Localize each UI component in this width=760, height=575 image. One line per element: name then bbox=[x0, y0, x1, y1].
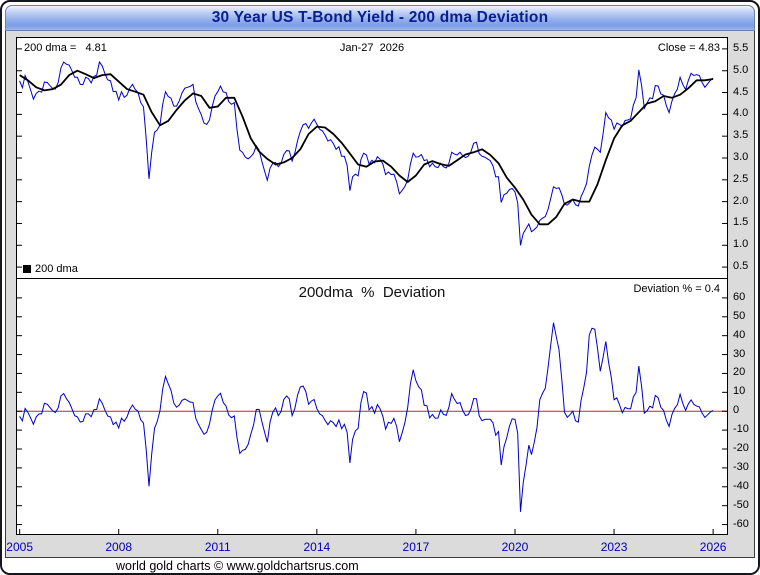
y-axis-tick-label: 3.0 bbox=[733, 151, 749, 163]
y-axis-tick-label: 50 bbox=[733, 309, 746, 322]
y-axis-tick-label: 5.5 bbox=[733, 41, 749, 54]
footer-credit: world gold charts © www.goldchartsrus.co… bbox=[116, 559, 359, 573]
x-axis-tick-label: 2005 bbox=[6, 540, 33, 554]
deviation-line bbox=[19, 322, 714, 512]
y-axis-tick-label: 0 bbox=[733, 404, 740, 417]
y-axis-tick-label: 5.0 bbox=[733, 63, 749, 76]
y-axis-tick-label: 30 bbox=[733, 347, 746, 360]
deviation-title: 200dma % Deviation bbox=[298, 284, 446, 301]
date-label: Jan-27 2026 bbox=[339, 42, 405, 54]
footer: world gold charts © www.goldchartsrus.co… bbox=[2, 558, 758, 573]
y-axis-tick-label: -10 bbox=[733, 423, 749, 436]
ma-value-label: 200 dma = 4.81 bbox=[24, 42, 107, 54]
y-axis-tick-label: 4.5 bbox=[733, 85, 749, 98]
y-axis-tick-label: -50 bbox=[733, 498, 749, 511]
y-axis-tick-label: 3.5 bbox=[733, 129, 749, 142]
chart-panel: 200 dma = 4.81 Jan-27 2026 Close = 4.83 … bbox=[5, 31, 755, 558]
x-axis-labels: 2005 2008 2011 2014 2017 2020 2023 2026 bbox=[6, 540, 756, 556]
x-axis-tick-label: 2026 bbox=[699, 540, 727, 554]
ma-line bbox=[19, 69, 714, 226]
close-value-label: Close = 4.83 bbox=[657, 42, 720, 54]
x-axis-tick-label: 2011 bbox=[204, 540, 231, 554]
y-axis-tick-label: 40 bbox=[733, 328, 746, 341]
y-axis-tick-label: -20 bbox=[733, 442, 749, 454]
deviation-chart-canvas bbox=[17, 297, 727, 534]
legend-200dma: 200 dma bbox=[23, 263, 78, 275]
y-axis-tick-label: 20 bbox=[733, 366, 746, 379]
legend-swatch-icon bbox=[23, 265, 31, 273]
deviation-plot: 200dma % Deviation Deviation % = 0.4 bbox=[16, 278, 728, 535]
y-axis-tick-label: 0.5 bbox=[733, 260, 749, 273]
x-axis-tick-label: 2023 bbox=[600, 540, 628, 554]
x-axis-tick-label: 2014 bbox=[303, 540, 331, 554]
title-bar: 30 Year US T-Bond Yield - 200 dma Deviat… bbox=[5, 5, 755, 31]
y-axis-tick-label: -30 bbox=[733, 460, 749, 473]
deviation-value-label: Deviation % = 0.4 bbox=[633, 283, 720, 295]
y-axis-tick-label: -40 bbox=[733, 479, 749, 492]
x-axis-tick-label: 2008 bbox=[105, 540, 133, 554]
yield-chart-canvas bbox=[17, 48, 727, 268]
x-axis-tick-label: 2017 bbox=[402, 540, 430, 554]
y-axis-tick-label: 1.5 bbox=[733, 216, 749, 229]
yield-line bbox=[19, 60, 714, 246]
x-axis-tick-label: 2020 bbox=[501, 540, 529, 554]
y-axis-tick-label: 1.0 bbox=[733, 238, 749, 251]
legend-label: 200 dma bbox=[35, 263, 78, 275]
yield-y-axis: 5.5 5.0 4.5 4.0 3.5 3.0 2.5 2.0 1.5 1.0 0.5 bbox=[730, 37, 758, 279]
y-axis-tick-label: -60 bbox=[733, 517, 749, 530]
yield-plot: 200 dma = 4.81 Jan-27 2026 Close = 4.83 … bbox=[16, 37, 728, 279]
y-axis-tick-label: 10 bbox=[733, 385, 746, 398]
chart-title: 30 Year US T-Bond Yield - 200 dma Deviat… bbox=[211, 9, 549, 26]
y-axis-tick-label: 2.0 bbox=[733, 194, 749, 207]
y-axis-tick-label: 60 bbox=[733, 290, 746, 303]
deviation-y-axis: 60 50 40 30 20 10 0 -10 -20 -30 -40 -50 -60 bbox=[730, 278, 758, 535]
y-axis-tick-label: 4.0 bbox=[733, 107, 749, 120]
y-axis-tick-label: 2.5 bbox=[733, 172, 749, 185]
